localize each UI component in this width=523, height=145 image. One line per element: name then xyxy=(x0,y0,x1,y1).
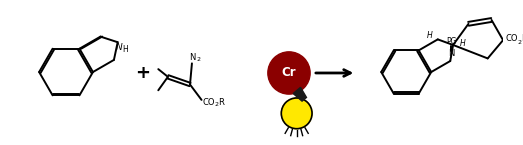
Polygon shape xyxy=(293,87,306,101)
Text: 2: 2 xyxy=(214,102,218,107)
Text: PG: PG xyxy=(446,37,457,46)
Text: CO: CO xyxy=(202,98,215,107)
Text: R: R xyxy=(521,34,523,43)
Circle shape xyxy=(281,98,312,129)
Text: H: H xyxy=(460,39,465,48)
Text: 2: 2 xyxy=(517,40,521,45)
Text: 2: 2 xyxy=(197,57,201,62)
Text: CO: CO xyxy=(506,34,518,43)
Text: +: + xyxy=(135,64,151,82)
Text: H: H xyxy=(427,31,433,40)
Circle shape xyxy=(268,52,310,94)
Text: N: N xyxy=(115,44,122,52)
Text: Cr: Cr xyxy=(282,66,297,79)
Text: R: R xyxy=(218,98,224,107)
Text: N: N xyxy=(448,49,454,58)
Text: H: H xyxy=(122,45,128,54)
Text: N: N xyxy=(189,53,196,62)
